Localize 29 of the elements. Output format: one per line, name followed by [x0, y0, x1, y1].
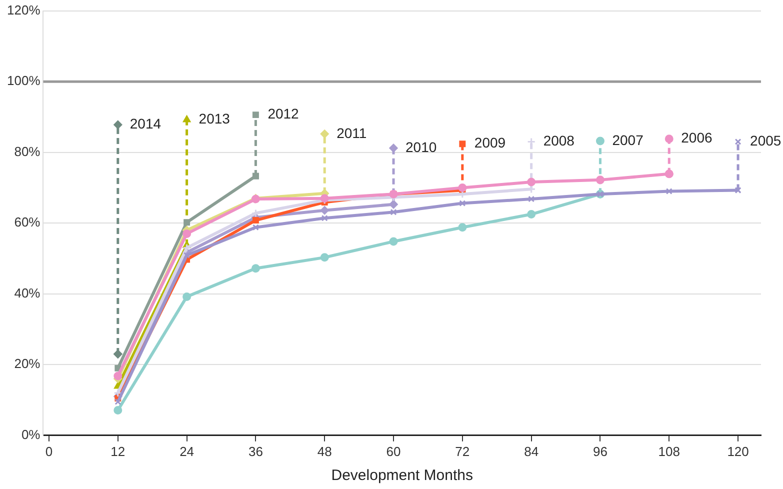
x-tick-label: 96 — [592, 444, 608, 459]
series-label: 2005 — [750, 132, 782, 149]
y-tick-label: 0% — [21, 426, 41, 442]
x-tick-label: 24 — [180, 444, 194, 459]
y-tick-label: 40% — [14, 285, 41, 300]
y-tick-label: 60% — [14, 214, 41, 230]
y-tick-label: 80% — [14, 144, 41, 159]
series-label: 2007 — [612, 132, 644, 148]
x-tick-label: 84 — [524, 444, 539, 459]
series-label: 2014 — [130, 116, 162, 132]
series-label: 2010 — [406, 138, 437, 155]
y-tick-label: 20% — [14, 356, 41, 372]
x-axis-title: Development Months — [331, 467, 473, 484]
series-label: 2013 — [198, 110, 230, 127]
series-label: 2006 — [681, 130, 712, 146]
series-label: 2012 — [268, 106, 300, 122]
series-label: 2011 — [336, 124, 367, 141]
x-tick-label: 108 — [658, 444, 680, 459]
x-tick-label: 120 — [727, 444, 749, 459]
x-tick-label: 72 — [455, 444, 470, 459]
x-tick-label: 48 — [317, 444, 332, 459]
y-tick-label: 100% — [7, 73, 41, 88]
series-label: 2009 — [474, 134, 506, 151]
series-label: 2008 — [543, 132, 575, 149]
x-tick-label: 0 — [45, 444, 53, 459]
y-tick-label: 120% — [7, 2, 41, 18]
x-tick-label: 60 — [386, 444, 401, 459]
x-tick-label: 36 — [248, 444, 263, 459]
x-tick-label: 12 — [110, 444, 126, 459]
